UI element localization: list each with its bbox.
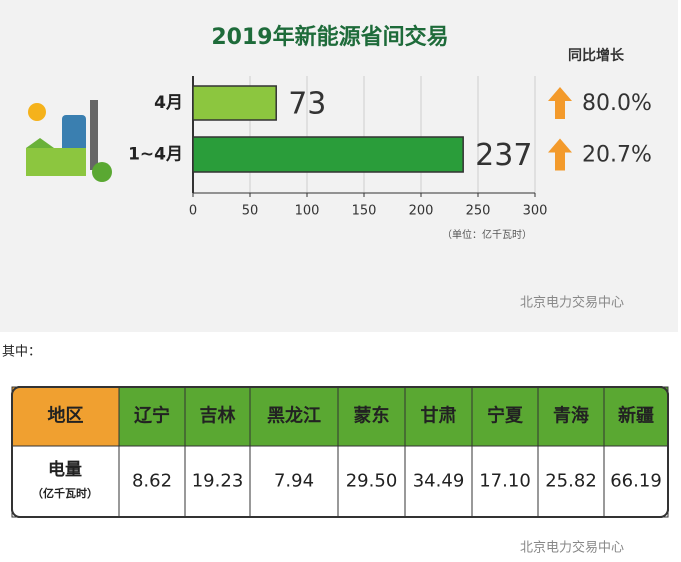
header-cell bbox=[337, 386, 406, 447]
x-tick-label: 250 bbox=[466, 204, 491, 219]
x-tick-label: 150 bbox=[352, 204, 377, 219]
table-cell bbox=[249, 445, 339, 518]
row-unit: （亿千瓦时） bbox=[32, 486, 98, 500]
header-cell bbox=[404, 386, 473, 447]
bar bbox=[192, 85, 277, 121]
header-text: 甘肃 bbox=[421, 405, 457, 427]
table-cell bbox=[184, 445, 251, 518]
energy-icon bbox=[26, 100, 112, 182]
header-text: 地区 bbox=[48, 405, 84, 427]
bar bbox=[192, 136, 464, 173]
y-tick-label: 4月 bbox=[154, 93, 183, 113]
watermark: 北京电力交易中心 bbox=[520, 295, 624, 311]
growth-title: 同比增长 bbox=[568, 47, 625, 64]
header-text: 宁夏 bbox=[487, 405, 524, 427]
growth-arrow bbox=[548, 138, 572, 171]
header-cell bbox=[537, 386, 605, 447]
cell-text: 19.23 bbox=[192, 471, 244, 492]
cell-text: 66.19 bbox=[610, 471, 662, 492]
table-border bbox=[11, 386, 669, 518]
cell-text: 17.10 bbox=[479, 471, 531, 492]
cell-text: 25.82 bbox=[545, 471, 597, 492]
cell-text: 7.94 bbox=[274, 471, 314, 492]
header-cell bbox=[471, 386, 539, 447]
value-label: 237 bbox=[475, 138, 532, 173]
cell-text: 29.50 bbox=[346, 471, 398, 492]
cell-text: 8.62 bbox=[132, 471, 172, 492]
chart-title: 2019年新能源省间交易 bbox=[211, 24, 448, 50]
table-cell bbox=[337, 445, 406, 518]
row-label-cell bbox=[11, 445, 120, 518]
header-text: 辽宁 bbox=[134, 405, 170, 427]
y-tick-label: 1~4月 bbox=[128, 145, 183, 165]
cell-text: 34.49 bbox=[413, 471, 465, 492]
growth-label: 80.0% bbox=[582, 91, 652, 116]
table-cell bbox=[118, 445, 186, 518]
table-cell bbox=[537, 445, 605, 518]
unit-label: （单位：亿千瓦时） bbox=[442, 228, 532, 241]
table-cell bbox=[471, 445, 539, 518]
header-text: 黑龙江 bbox=[267, 405, 321, 427]
value-label: 73 bbox=[288, 87, 326, 122]
header-cell bbox=[118, 386, 186, 447]
table-cell bbox=[603, 445, 669, 518]
intro-text: 其中： bbox=[2, 345, 41, 360]
header-text: 新疆 bbox=[618, 405, 654, 427]
growth-arrow bbox=[548, 87, 572, 119]
row-label: 电量 bbox=[48, 459, 82, 480]
x-tick-label: 100 bbox=[295, 204, 320, 219]
header-cell bbox=[603, 386, 669, 447]
x-tick-label: 0 bbox=[189, 204, 197, 219]
growth-label: 20.7% bbox=[582, 143, 652, 168]
watermark: 北京电力交易中心 bbox=[520, 540, 624, 556]
table-cell bbox=[404, 445, 473, 518]
x-tick-label: 300 bbox=[523, 204, 548, 219]
header-text: 青海 bbox=[553, 405, 589, 427]
x-tick-label: 50 bbox=[242, 204, 259, 219]
header-text: 吉林 bbox=[200, 405, 236, 427]
header-text: 蒙东 bbox=[354, 405, 390, 427]
x-tick-label: 200 bbox=[409, 204, 434, 219]
